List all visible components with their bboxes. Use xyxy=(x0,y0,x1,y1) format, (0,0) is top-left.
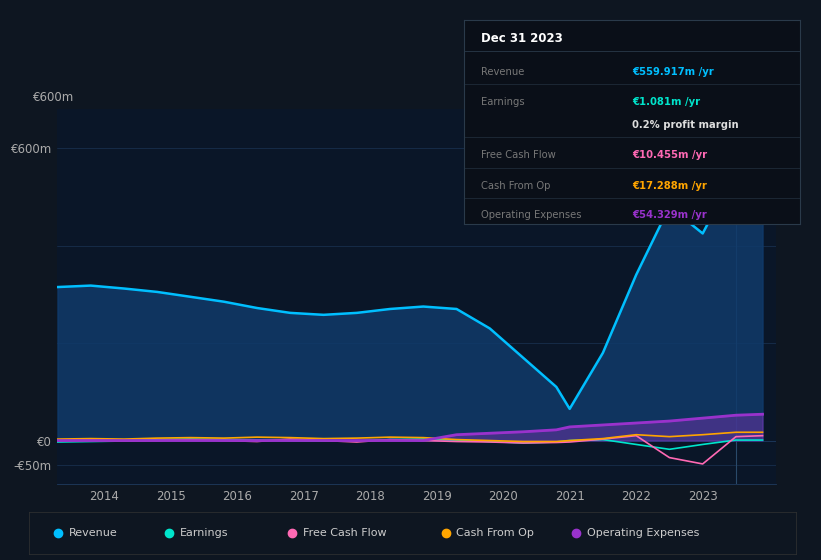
Text: Free Cash Flow: Free Cash Flow xyxy=(481,151,556,160)
Text: 0.2% profit margin: 0.2% profit margin xyxy=(632,120,739,130)
Text: €559.917m /yr: €559.917m /yr xyxy=(632,67,714,77)
Text: €54.329m /yr: €54.329m /yr xyxy=(632,209,707,220)
Text: Earnings: Earnings xyxy=(180,529,228,538)
Text: Cash From Op: Cash From Op xyxy=(456,529,534,538)
Text: €1.081m /yr: €1.081m /yr xyxy=(632,97,700,108)
Text: Operating Expenses: Operating Expenses xyxy=(587,529,699,538)
Text: Earnings: Earnings xyxy=(481,97,525,108)
Text: €600m: €600m xyxy=(33,91,74,104)
Text: Dec 31 2023: Dec 31 2023 xyxy=(481,32,562,45)
Text: €10.455m /yr: €10.455m /yr xyxy=(632,151,708,160)
Text: Revenue: Revenue xyxy=(481,67,524,77)
Text: Operating Expenses: Operating Expenses xyxy=(481,209,581,220)
Text: Revenue: Revenue xyxy=(69,529,117,538)
Text: Cash From Op: Cash From Op xyxy=(481,181,550,191)
Text: €17.288m /yr: €17.288m /yr xyxy=(632,181,707,191)
Text: Free Cash Flow: Free Cash Flow xyxy=(303,529,387,538)
